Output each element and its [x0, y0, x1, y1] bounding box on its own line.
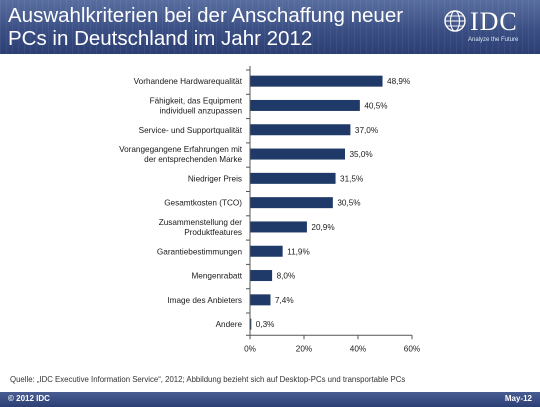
category-label: Vorhandene Hardwarequalität [134, 77, 243, 86]
x-tick-label: 20% [296, 344, 312, 353]
value-label: 30,5% [337, 199, 360, 208]
value-label: 8,0% [277, 272, 296, 281]
logo-name: IDC [470, 7, 518, 36]
category-label-line: Niedriger Preis [188, 174, 242, 183]
category-label: Zusammenstellung der Produktfeatures [159, 218, 243, 237]
page-title: Auswahlkriterien bei der Anschaffung neu… [8, 4, 428, 50]
category-label-line: Andere [216, 320, 243, 329]
value-label: 35,0% [350, 150, 373, 159]
source-note: Quelle: „IDC Executive Information Servi… [10, 375, 406, 384]
bar [250, 124, 351, 136]
category-label: Mengenrabatt [191, 272, 242, 281]
footer-date: May-12 [504, 394, 532, 403]
category-label-line: individuell anzupassen [160, 106, 243, 115]
globe-icon [444, 10, 466, 32]
copyright-text: © 2012 IDC [8, 394, 50, 403]
bar [250, 172, 336, 184]
x-tick-label: 40% [350, 344, 366, 353]
category-label-line: Service- und Supportqualität [139, 126, 243, 135]
category-label-line: Fähigkeit, das Equipment [150, 96, 243, 105]
header-banner: Auswahlkriterien bei der Anschaffung neu… [0, 0, 540, 54]
value-label: 11,9% [287, 247, 310, 256]
category-label: Service- und Supportqualität [139, 126, 243, 135]
x-tick-label: 60% [404, 344, 420, 353]
bar [250, 270, 273, 282]
value-label: 20,9% [311, 223, 334, 232]
category-label: Garantiebestimmungen [157, 247, 243, 256]
category-label-line: Zusammenstellung der [159, 218, 243, 227]
value-label: 7,4% [275, 296, 294, 305]
category-label: Image des Anbieters [167, 296, 242, 305]
value-label: 37,0% [355, 126, 378, 135]
bar [250, 245, 283, 257]
bar-chart: 48,9% Vorhandene Hardwarequalität 40,5% Fäh… [119, 66, 420, 353]
category-label: Andere [216, 320, 243, 329]
category-label: Gesamtkosten (TCO) [164, 199, 242, 208]
category-label-line: Image des Anbieters [167, 296, 242, 305]
title-line-1: Auswahlkriterien bei der Anschaffung neu… [8, 4, 404, 27]
title-line-2: PCs in Deutschland im Jahr 2012 [8, 27, 313, 50]
logo-tagline: Analyze the Future [468, 37, 519, 43]
footer-bar: © 2012 IDC May-12 [0, 392, 540, 407]
value-label: 0,3% [256, 320, 275, 329]
bar [250, 318, 252, 330]
x-tick-label: 0% [244, 344, 256, 353]
category-label-line: Garantiebestimmungen [157, 247, 243, 256]
bar [250, 99, 360, 111]
header-texture [0, 0, 540, 54]
bar [250, 197, 333, 209]
category-label-line: Gesamtkosten (TCO) [164, 199, 242, 208]
category-label-line: Vorhandene Hardwarequalität [134, 77, 243, 86]
category-label-line: der entsprechenden Marke [144, 155, 242, 164]
category-label-line: Vorangegangene Erfahrungen mit [119, 145, 243, 154]
category-label-line: Mengenrabatt [191, 272, 242, 281]
bar [250, 221, 307, 233]
value-label: 31,5% [340, 174, 363, 183]
bar [250, 75, 383, 87]
category-label: Vorangegangene Erfahrungen mit der entspr… [119, 145, 243, 164]
category-label: Fähigkeit, das Equipment individuell anzu… [150, 96, 243, 115]
idc-logo: IDC Analyze the Future [444, 7, 534, 48]
bar [250, 148, 345, 160]
value-label: 40,5% [364, 101, 387, 110]
value-label: 48,9% [387, 77, 410, 86]
category-label: Niedriger Preis [188, 174, 242, 183]
bar [250, 294, 271, 306]
category-label-line: Produktfeatures [184, 228, 242, 237]
